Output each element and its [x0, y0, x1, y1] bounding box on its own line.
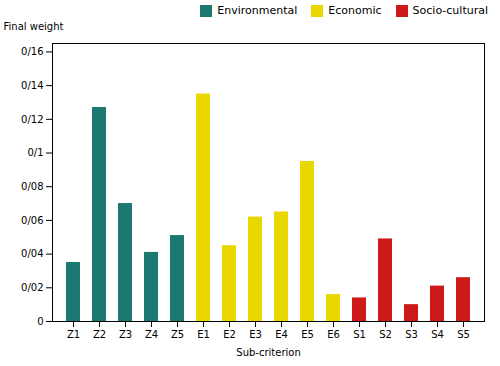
svg-text:Z1: Z1 — [67, 329, 80, 340]
svg-text:Z4: Z4 — [145, 329, 158, 340]
svg-text:0/04: 0/04 — [21, 248, 43, 259]
svg-text:S3: S3 — [405, 329, 418, 340]
svg-text:Z2: Z2 — [93, 329, 106, 340]
svg-text:Z3: Z3 — [119, 329, 132, 340]
svg-text:0/16: 0/16 — [21, 46, 43, 57]
svg-text:Sub-criterion: Sub-criterion — [236, 347, 300, 358]
svg-text:0/1: 0/1 — [27, 147, 43, 158]
svg-text:E4: E4 — [275, 329, 288, 340]
svg-text:Z5: Z5 — [171, 329, 184, 340]
svg-text:0/06: 0/06 — [21, 215, 43, 226]
svg-text:S1: S1 — [353, 329, 366, 340]
html-text:Economic: Economic — [328, 4, 382, 17]
svg-text:E5: E5 — [301, 329, 314, 340]
svg-text:0/02: 0/02 — [21, 282, 43, 293]
html-text:Environmental: Environmental — [217, 4, 298, 17]
svg-text:0/08: 0/08 — [21, 181, 43, 192]
svg-text:E2: E2 — [223, 329, 236, 340]
svg-text:E1: E1 — [197, 329, 210, 340]
svg-text:E6: E6 — [327, 329, 340, 340]
svg-text:E3: E3 — [249, 329, 262, 340]
svg-text:Final weight: Final weight — [4, 21, 64, 32]
svg-text:S2: S2 — [379, 329, 392, 340]
svg-text:0/14: 0/14 — [21, 80, 43, 91]
svg-text:S5: S5 — [457, 329, 470, 340]
svg-text:0: 0 — [37, 316, 43, 327]
svg-text:0/12: 0/12 — [21, 114, 43, 125]
html-text:Socio-cultural: Socio-cultural — [412, 4, 488, 17]
svg-text:S4: S4 — [431, 329, 444, 340]
